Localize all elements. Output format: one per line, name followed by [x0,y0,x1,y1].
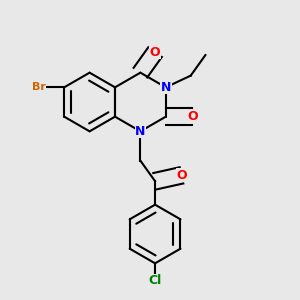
Text: N: N [160,81,171,94]
Text: O: O [150,46,160,59]
Text: O: O [187,110,197,123]
Text: Br: Br [32,82,46,92]
Text: Cl: Cl [148,274,162,287]
Text: O: O [176,169,187,182]
Text: N: N [135,125,146,138]
